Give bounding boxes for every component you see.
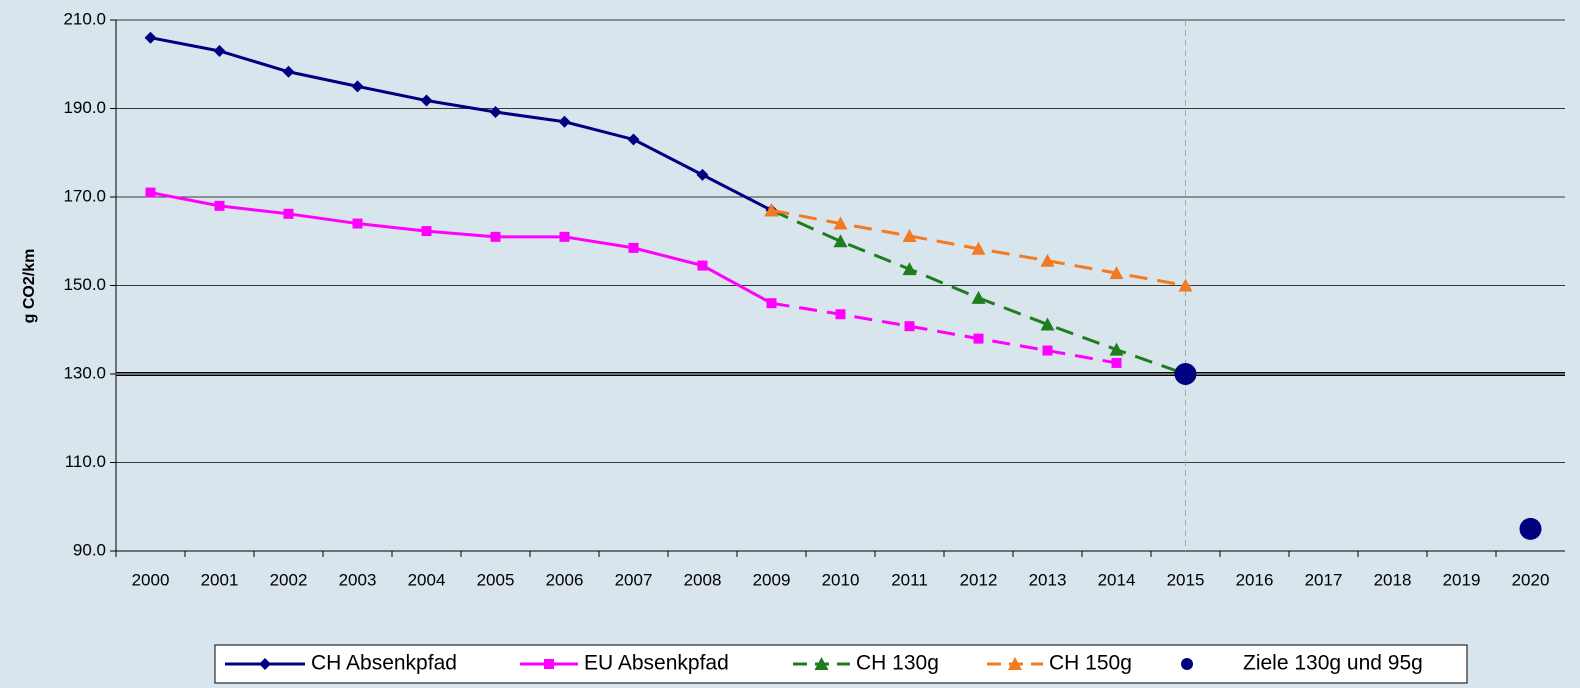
marker [1178,278,1193,292]
y-tick-label: 110.0 [65,452,106,471]
x-tick-label: 2001 [201,570,239,589]
x-tick-label: 2007 [615,570,653,589]
y-tick-label: 170.0 [63,186,106,205]
marker [213,44,226,57]
x-tick-label: 2008 [684,570,722,589]
marker [1040,253,1055,267]
x-tick-label: 2004 [408,570,446,589]
x-tick-label: 2014 [1098,570,1136,589]
y-tick-label: 210.0 [63,9,106,28]
marker [973,333,984,344]
line-series [150,36,773,212]
marker [421,226,432,237]
marker [764,203,779,217]
line-series [150,191,773,305]
marker [1519,517,1542,540]
marker [628,242,639,253]
x-tick-label: 2005 [477,570,515,589]
x-tick-label: 2006 [546,570,584,589]
x-tick-label: 2009 [753,570,791,589]
marker [1174,363,1197,385]
legend-label: EU Absenkpfad [584,652,729,675]
marker [835,309,846,320]
marker [766,298,777,309]
y-tick-label: 130.0 [63,363,106,382]
x-tick-label: 2003 [339,570,377,589]
x-tick-label: 2020 [1512,570,1550,589]
marker [1109,342,1124,356]
marker [282,65,295,78]
marker [904,321,915,332]
marker [833,234,848,248]
x-tick-label: 2002 [270,570,308,589]
marker [1040,317,1055,331]
marker [697,260,708,271]
legend-marker [814,657,829,670]
marker [214,200,225,211]
marker [971,290,986,304]
marker [833,216,848,230]
legend-marker [544,659,554,669]
legend-marker [1181,658,1193,670]
x-tick-label: 2016 [1236,570,1274,589]
x-tick-label: 2012 [960,570,998,589]
marker [902,262,917,276]
marker [283,208,294,219]
legend-marker [259,658,271,670]
marker [351,80,364,93]
marker [352,218,363,229]
y-tick-label: 150.0 [63,275,106,294]
legend-label: Ziele 130g und 95g [1243,652,1423,675]
x-tick-label: 2018 [1374,570,1412,589]
marker [489,106,502,119]
legend-label: CH 130g [856,652,939,675]
x-tick-label: 2010 [822,570,860,589]
legend-label: CH 150g [1049,652,1132,675]
marker [559,231,570,242]
x-tick-label: 2000 [132,570,170,589]
marker [696,168,709,181]
marker [490,231,501,242]
x-tick-label: 2017 [1305,570,1343,589]
marker [627,133,640,146]
x-tick-label: 2011 [891,570,928,589]
marker [971,241,986,255]
marker [1042,345,1053,356]
marker [1109,266,1124,280]
marker [558,115,571,128]
legend-label: CH Absenkpfad [311,652,457,675]
line-series [771,301,1117,365]
marker [145,187,156,198]
x-tick-label: 2013 [1029,570,1067,589]
legend-marker [1008,657,1022,670]
y-axis-label: g CO2/km [21,249,38,324]
x-tick-label: 2019 [1443,570,1481,589]
marker [1111,357,1122,368]
y-tick-label: 190.0 [63,98,106,117]
y-tick-label: 90.0 [73,540,106,559]
marker [144,31,157,44]
marker [420,94,433,107]
x-tick-label: 2015 [1167,570,1205,589]
marker [902,228,917,242]
